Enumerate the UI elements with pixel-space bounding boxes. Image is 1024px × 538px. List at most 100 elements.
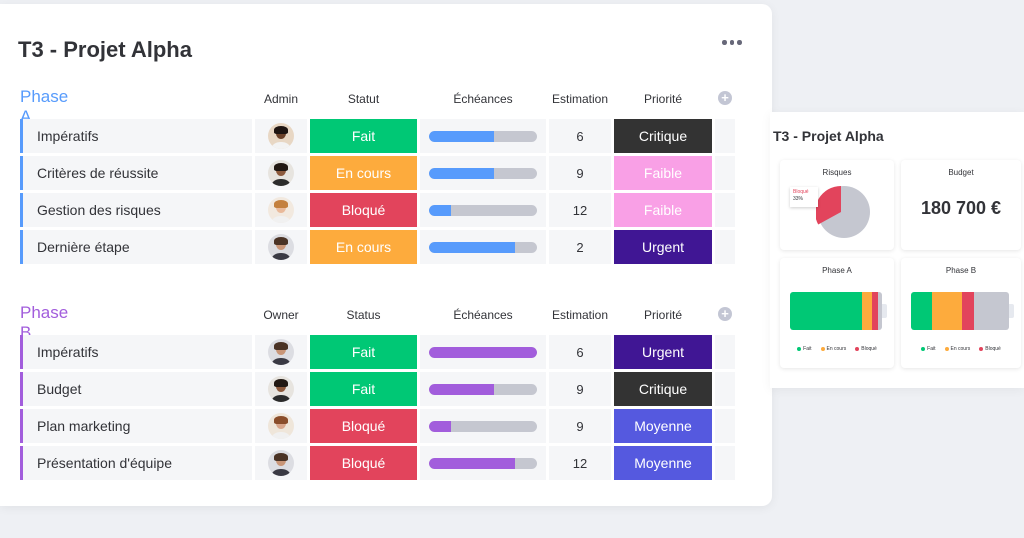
status-label[interactable]: Bloqué	[310, 446, 417, 480]
timeline-cell[interactable]	[420, 230, 546, 264]
timeline-progress-fill	[429, 130, 494, 142]
item-name[interactable]: Gestion des risques	[20, 193, 252, 227]
column-header-status[interactable]: Statut	[347, 92, 380, 106]
person-cell[interactable]	[255, 372, 307, 406]
item-name[interactable]: Budget	[20, 372, 252, 406]
phase-a-widget[interactable]: Phase A Fait En cours Bloqué	[780, 258, 894, 368]
status-label[interactable]: Fait	[310, 119, 417, 153]
phase-b-widget[interactable]: Phase B Fait En cours Bloqué	[901, 258, 1021, 368]
avatar[interactable]	[268, 339, 294, 365]
status-label[interactable]: En cours	[310, 230, 417, 264]
column-header-estimate[interactable]: Estimation	[551, 308, 609, 322]
priority-label[interactable]: Faible	[614, 156, 712, 190]
column-header-status[interactable]: Status	[346, 308, 381, 322]
legend-item: Bloqué	[855, 346, 877, 352]
priority-label[interactable]: Moyenne	[614, 446, 712, 480]
timeline-track	[429, 204, 537, 216]
status-label[interactable]: Fait	[310, 335, 417, 369]
column-header-person[interactable]: Admin	[263, 92, 298, 106]
row-end-cell	[715, 446, 735, 480]
avatar[interactable]	[268, 450, 294, 476]
estimate-value[interactable]: 9	[549, 156, 611, 190]
priority-label[interactable]: Critique	[614, 372, 712, 406]
row-end-cell	[715, 372, 735, 406]
person-cell[interactable]	[255, 409, 307, 443]
row-end-cell	[715, 156, 735, 190]
item-name[interactable]: Critères de réussite	[20, 156, 252, 190]
column-header-priority[interactable]: Priorité	[643, 308, 682, 322]
add-column-icon[interactable]: +	[718, 307, 732, 321]
timeline-cell[interactable]	[420, 372, 546, 406]
status-label[interactable]: En cours	[310, 156, 417, 190]
more-options-icon[interactable]	[722, 40, 742, 45]
estimate-value[interactable]: 12	[549, 446, 611, 480]
person-cell[interactable]	[255, 446, 307, 480]
timeline-cell[interactable]	[420, 156, 546, 190]
battery-segment	[961, 292, 974, 330]
column-header-timeline[interactable]: Échéances	[453, 92, 513, 106]
group-title[interactable]: Phase A	[20, 87, 69, 126]
timeline-cell[interactable]	[420, 446, 546, 480]
budget-widget[interactable]: Budget 180 700 €	[901, 160, 1021, 250]
timeline-cell[interactable]	[420, 335, 546, 369]
timeline-progress-fill	[429, 346, 537, 358]
avatar[interactable]	[268, 376, 294, 402]
column-header-estimate[interactable]: Estimation	[551, 92, 609, 106]
timeline-track	[429, 167, 537, 179]
person-cell[interactable]	[255, 230, 307, 264]
risks-widget[interactable]: Risques Bloqué 33%	[780, 160, 894, 250]
person-cell[interactable]	[255, 119, 307, 153]
status-label[interactable]: Bloqué	[310, 193, 417, 227]
risks-pie-chart	[816, 186, 870, 238]
timeline-cell[interactable]	[420, 119, 546, 153]
battery-segment	[973, 292, 1009, 330]
estimate-value[interactable]: 6	[549, 119, 611, 153]
column-header-person[interactable]: Owner	[263, 308, 299, 322]
estimate-value[interactable]: 2	[549, 230, 611, 264]
timeline-track	[429, 420, 537, 432]
phase-b-legend: Fait En cours Bloqué	[901, 346, 1021, 352]
avatar[interactable]	[268, 234, 294, 260]
add-column-icon[interactable]: +	[718, 91, 732, 105]
status-label[interactable]: Bloqué	[310, 409, 417, 443]
phase-b-battery-nub	[1009, 304, 1014, 318]
column-header-priority[interactable]: Priorité	[643, 92, 682, 106]
estimate-value[interactable]: 9	[549, 372, 611, 406]
person-cell[interactable]	[255, 193, 307, 227]
estimate-value[interactable]: 9	[549, 409, 611, 443]
timeline-track	[429, 383, 537, 395]
battery-segment	[871, 292, 878, 330]
person-cell[interactable]	[255, 335, 307, 369]
estimate-value[interactable]: 12	[549, 193, 611, 227]
group-title[interactable]: Phase B	[20, 303, 69, 342]
item-name[interactable]: Impératifs	[20, 119, 252, 153]
item-name[interactable]: Présentation d'équipe	[20, 446, 252, 480]
timeline-track	[429, 346, 537, 358]
person-cell[interactable]	[255, 156, 307, 190]
priority-label[interactable]: Critique	[614, 119, 712, 153]
avatar[interactable]	[268, 123, 294, 149]
timeline-progress-fill	[429, 383, 494, 395]
avatar[interactable]	[268, 413, 294, 439]
dashboard-panel: T3 - Projet Alpha Risques Bloqué 33% Bud…	[770, 112, 1024, 388]
item-name[interactable]: Plan marketing	[20, 409, 252, 443]
priority-label[interactable]: Moyenne	[614, 409, 712, 443]
status-label[interactable]: Fait	[310, 372, 417, 406]
timeline-cell[interactable]	[420, 193, 546, 227]
item-name[interactable]: Dernière étape	[20, 230, 252, 264]
priority-label[interactable]: Faible	[614, 193, 712, 227]
column-header-timeline[interactable]: Échéances	[453, 308, 513, 322]
legend-dot-icon	[855, 347, 860, 351]
priority-label[interactable]: Urgent	[614, 335, 712, 369]
legend-item: Bloqué	[979, 346, 1001, 352]
item-name[interactable]: Impératifs	[20, 335, 252, 369]
risks-tag-label: Bloqué	[793, 189, 809, 195]
priority-label[interactable]: Urgent	[614, 230, 712, 264]
avatar[interactable]	[268, 160, 294, 186]
legend-label: En cours	[826, 346, 847, 352]
avatar[interactable]	[268, 197, 294, 223]
timeline-track	[429, 241, 537, 253]
timeline-cell[interactable]	[420, 409, 546, 443]
timeline-progress-fill	[429, 204, 451, 216]
estimate-value[interactable]: 6	[549, 335, 611, 369]
